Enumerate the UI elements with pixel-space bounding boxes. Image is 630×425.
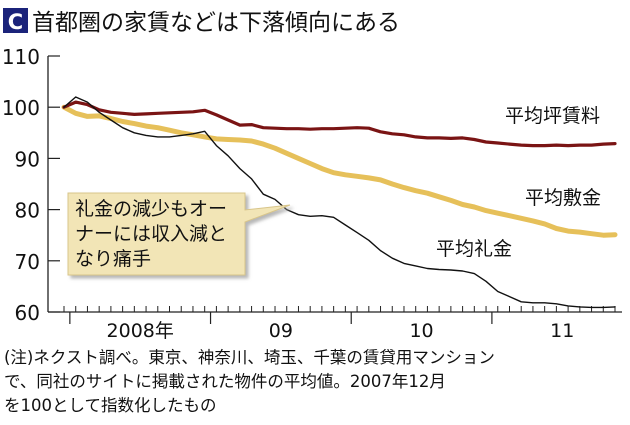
- title-badge-letter: C: [8, 10, 23, 34]
- y-tick-label: 100: [2, 96, 40, 120]
- x-tick-label: 11: [550, 320, 574, 342]
- callout-line-2: ナーには収入減と: [75, 223, 227, 245]
- series-label-rent: 平均坪賃料: [505, 105, 600, 127]
- title-badge: [3, 8, 28, 33]
- callout-line-1: 礼金の減少もオー: [75, 198, 227, 220]
- x-tick-label: 10: [409, 320, 433, 342]
- series-label-key-money: 平均礼金: [436, 238, 512, 260]
- callout-line-3: なり痛手: [75, 248, 151, 270]
- footnote-line-3: を100として指数化したもの: [4, 396, 217, 415]
- series-lines: [61, 96, 618, 309]
- y-tick-label: 70: [15, 250, 40, 274]
- chart-title: 首都圏の家賃などは下落傾向にある: [32, 10, 400, 36]
- footnote-line-1: (注)ネクスト調べ。東京、神奈川、埼玉、千葉の賃貸用マンション: [4, 348, 495, 367]
- y-tick-label: 90: [15, 147, 40, 171]
- deposit-line: [61, 104, 618, 238]
- y-tick-label: 110: [2, 45, 40, 69]
- footnote-line-2: で、同社のサイトに掲載された物件の平均値。2007年12月: [4, 372, 446, 391]
- callout-box: [67, 192, 291, 276]
- y-tick-label: 80: [15, 199, 40, 223]
- x-tick-label: 2008年: [107, 320, 174, 342]
- y-tick-label: 60: [15, 301, 40, 325]
- axes: 60 70 80 90 100 110 2008年 09 10 11: [2, 45, 622, 342]
- series-label-deposit: 平均敷金: [525, 187, 601, 209]
- key-money-line: [63, 96, 616, 309]
- callout: 礼金の減少もオー ナーには収入減と なり痛手: [67, 192, 291, 276]
- x-tick-label: 09: [269, 320, 293, 342]
- rent-line: [62, 100, 617, 148]
